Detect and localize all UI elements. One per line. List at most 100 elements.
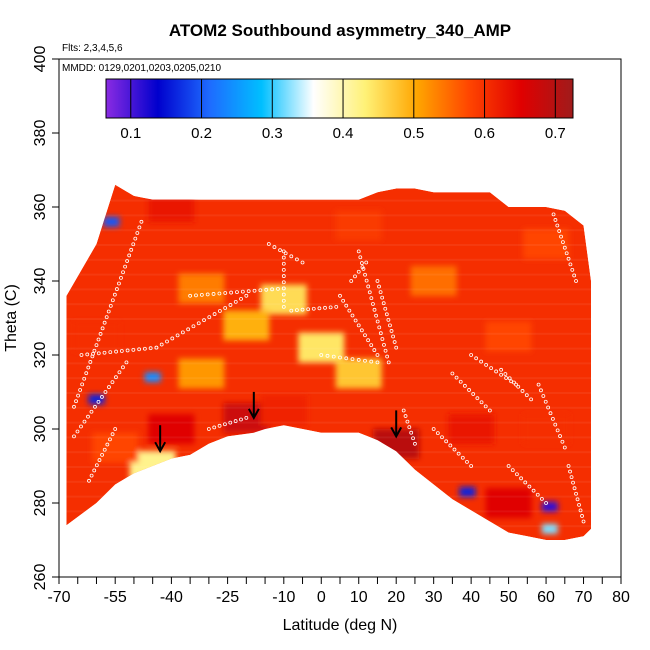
obs-point [100, 395, 104, 399]
obs-point [82, 376, 87, 381]
arrow-markers [154, 391, 403, 454]
obs-point [499, 367, 504, 372]
obs-point [211, 292, 216, 296]
obs-point [100, 326, 105, 331]
obs-point [369, 343, 374, 348]
obs-point [276, 286, 280, 291]
heatmap-cell [148, 192, 195, 222]
heatmap-field [66, 184, 592, 541]
obs-point [374, 313, 378, 318]
obs-point [375, 279, 380, 283]
heatmap-row [66, 421, 592, 424]
obs-point [235, 290, 239, 295]
obs-point [281, 267, 286, 272]
obs-point [380, 295, 385, 300]
obs-point [363, 333, 367, 338]
obs-point [328, 305, 333, 310]
obs-point [519, 476, 523, 481]
obs-point [121, 365, 125, 370]
obs-point [102, 320, 107, 325]
obs-point [98, 332, 103, 336]
obs-point [548, 411, 553, 416]
obs-point [114, 349, 118, 354]
obs-point [115, 287, 119, 291]
obs-point [392, 340, 397, 344]
heatmap-cell [335, 358, 382, 389]
obs-point [199, 292, 204, 297]
obs-point [358, 255, 363, 260]
obs-point [356, 358, 361, 362]
obs-point [575, 497, 580, 502]
obs-point [558, 434, 562, 438]
obs-point [386, 360, 391, 365]
y-axis: 260 280 300 320 340 360 380 400 [32, 46, 59, 590]
y-tick-label: 320 [32, 342, 49, 369]
obs-point [97, 458, 102, 462]
obs-point [108, 303, 113, 308]
obs-point [121, 270, 125, 275]
obs-point [401, 408, 406, 413]
obs-point [356, 269, 361, 274]
obs-point [223, 306, 228, 310]
obs-point [264, 287, 269, 292]
obs-point [281, 280, 286, 285]
obs-point [460, 455, 465, 460]
obs-point [202, 318, 206, 323]
obs-point [105, 442, 110, 447]
y-tick-label: 380 [32, 120, 49, 147]
heatmap-row [66, 184, 592, 187]
obs-point [467, 388, 471, 392]
heatmap-row [66, 525, 592, 528]
obs-point [483, 404, 488, 409]
y-tick-label: 400 [32, 46, 49, 73]
obs-point [281, 255, 286, 260]
obs-point [559, 234, 563, 239]
obs-point [119, 349, 124, 353]
obs-point [377, 284, 381, 289]
obs-point [110, 432, 115, 437]
obs-point [359, 328, 364, 333]
obs-point [103, 390, 108, 394]
obs-point [86, 365, 91, 370]
obs-point [207, 315, 212, 320]
obs-point [223, 291, 228, 295]
obs-point [553, 218, 558, 222]
obs-point [114, 375, 118, 380]
obs-point [356, 249, 361, 254]
heatmap-row [66, 436, 592, 439]
obs-point [560, 439, 565, 444]
obs-point [465, 459, 469, 464]
heatmap-cell [541, 501, 558, 512]
obs-point [506, 464, 511, 468]
obs-point [360, 265, 365, 270]
obs-point [129, 247, 134, 252]
obs-point [551, 212, 556, 217]
flights-line: Flts: 2,3,4,5,6 [62, 43, 123, 54]
obs-point [553, 422, 558, 427]
obs-point [435, 431, 440, 436]
obs-point [375, 319, 380, 324]
obs-point [568, 262, 573, 267]
obs-point [270, 287, 274, 292]
heatmap-cell [260, 395, 307, 426]
obs-point [344, 303, 349, 308]
obs-point [131, 242, 136, 247]
obs-point [574, 491, 578, 496]
obs-point [127, 253, 132, 258]
obs-point [452, 447, 457, 452]
heatmap-row [66, 377, 592, 380]
obs-point [89, 473, 94, 478]
colorbar [105, 78, 574, 119]
obs-point [117, 370, 122, 375]
obs-point [350, 313, 355, 318]
obs-point [569, 475, 574, 480]
obs-point [388, 323, 392, 328]
heatmap-row [66, 214, 592, 217]
obs-point [223, 422, 227, 427]
obs-point [456, 451, 461, 456]
obs-point [514, 382, 518, 387]
obs-point [170, 336, 175, 341]
obs-point [364, 260, 369, 265]
obs-point [85, 352, 90, 357]
heatmap-cell [541, 523, 558, 534]
